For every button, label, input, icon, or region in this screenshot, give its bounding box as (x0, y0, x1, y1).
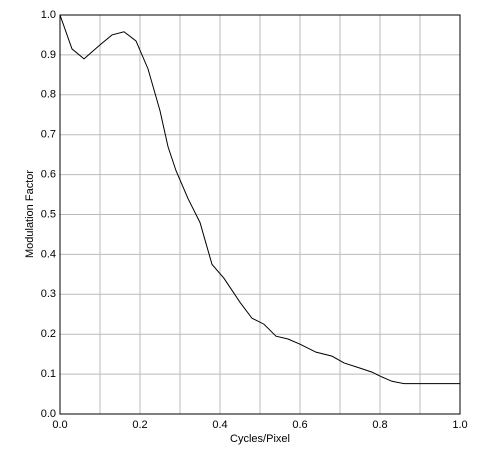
y-tick-label: 0.2 (41, 328, 56, 340)
y-tick-label: 1.0 (41, 9, 56, 21)
x-tick-label: 0.8 (372, 419, 387, 431)
y-tick-label: 0.9 (41, 49, 56, 61)
y-tick-label: 0.4 (41, 248, 56, 260)
x-tick-label: 0.2 (132, 419, 147, 431)
x-tick-label: 0.0 (52, 419, 67, 431)
y-tick-label: 0.0 (41, 408, 56, 420)
y-tick-label: 0.8 (41, 89, 56, 101)
y-tick-label: 0.7 (41, 129, 56, 141)
x-tick-label: 0.6 (292, 419, 307, 431)
y-tick-label: 0.5 (41, 208, 56, 220)
plot-frame (59, 14, 461, 415)
data-line (59, 14, 460, 385)
y-tick-label: 0.6 (41, 169, 56, 181)
y-tick-label: 0.3 (41, 288, 56, 300)
x-axis-label: Cycles/Pixel (230, 433, 290, 445)
x-tick-label: 0.4 (212, 419, 227, 431)
y-axis-label: Modulation Factor (24, 170, 36, 258)
y-tick-label: 0.1 (41, 368, 56, 380)
x-tick-label: 1.0 (452, 419, 467, 431)
